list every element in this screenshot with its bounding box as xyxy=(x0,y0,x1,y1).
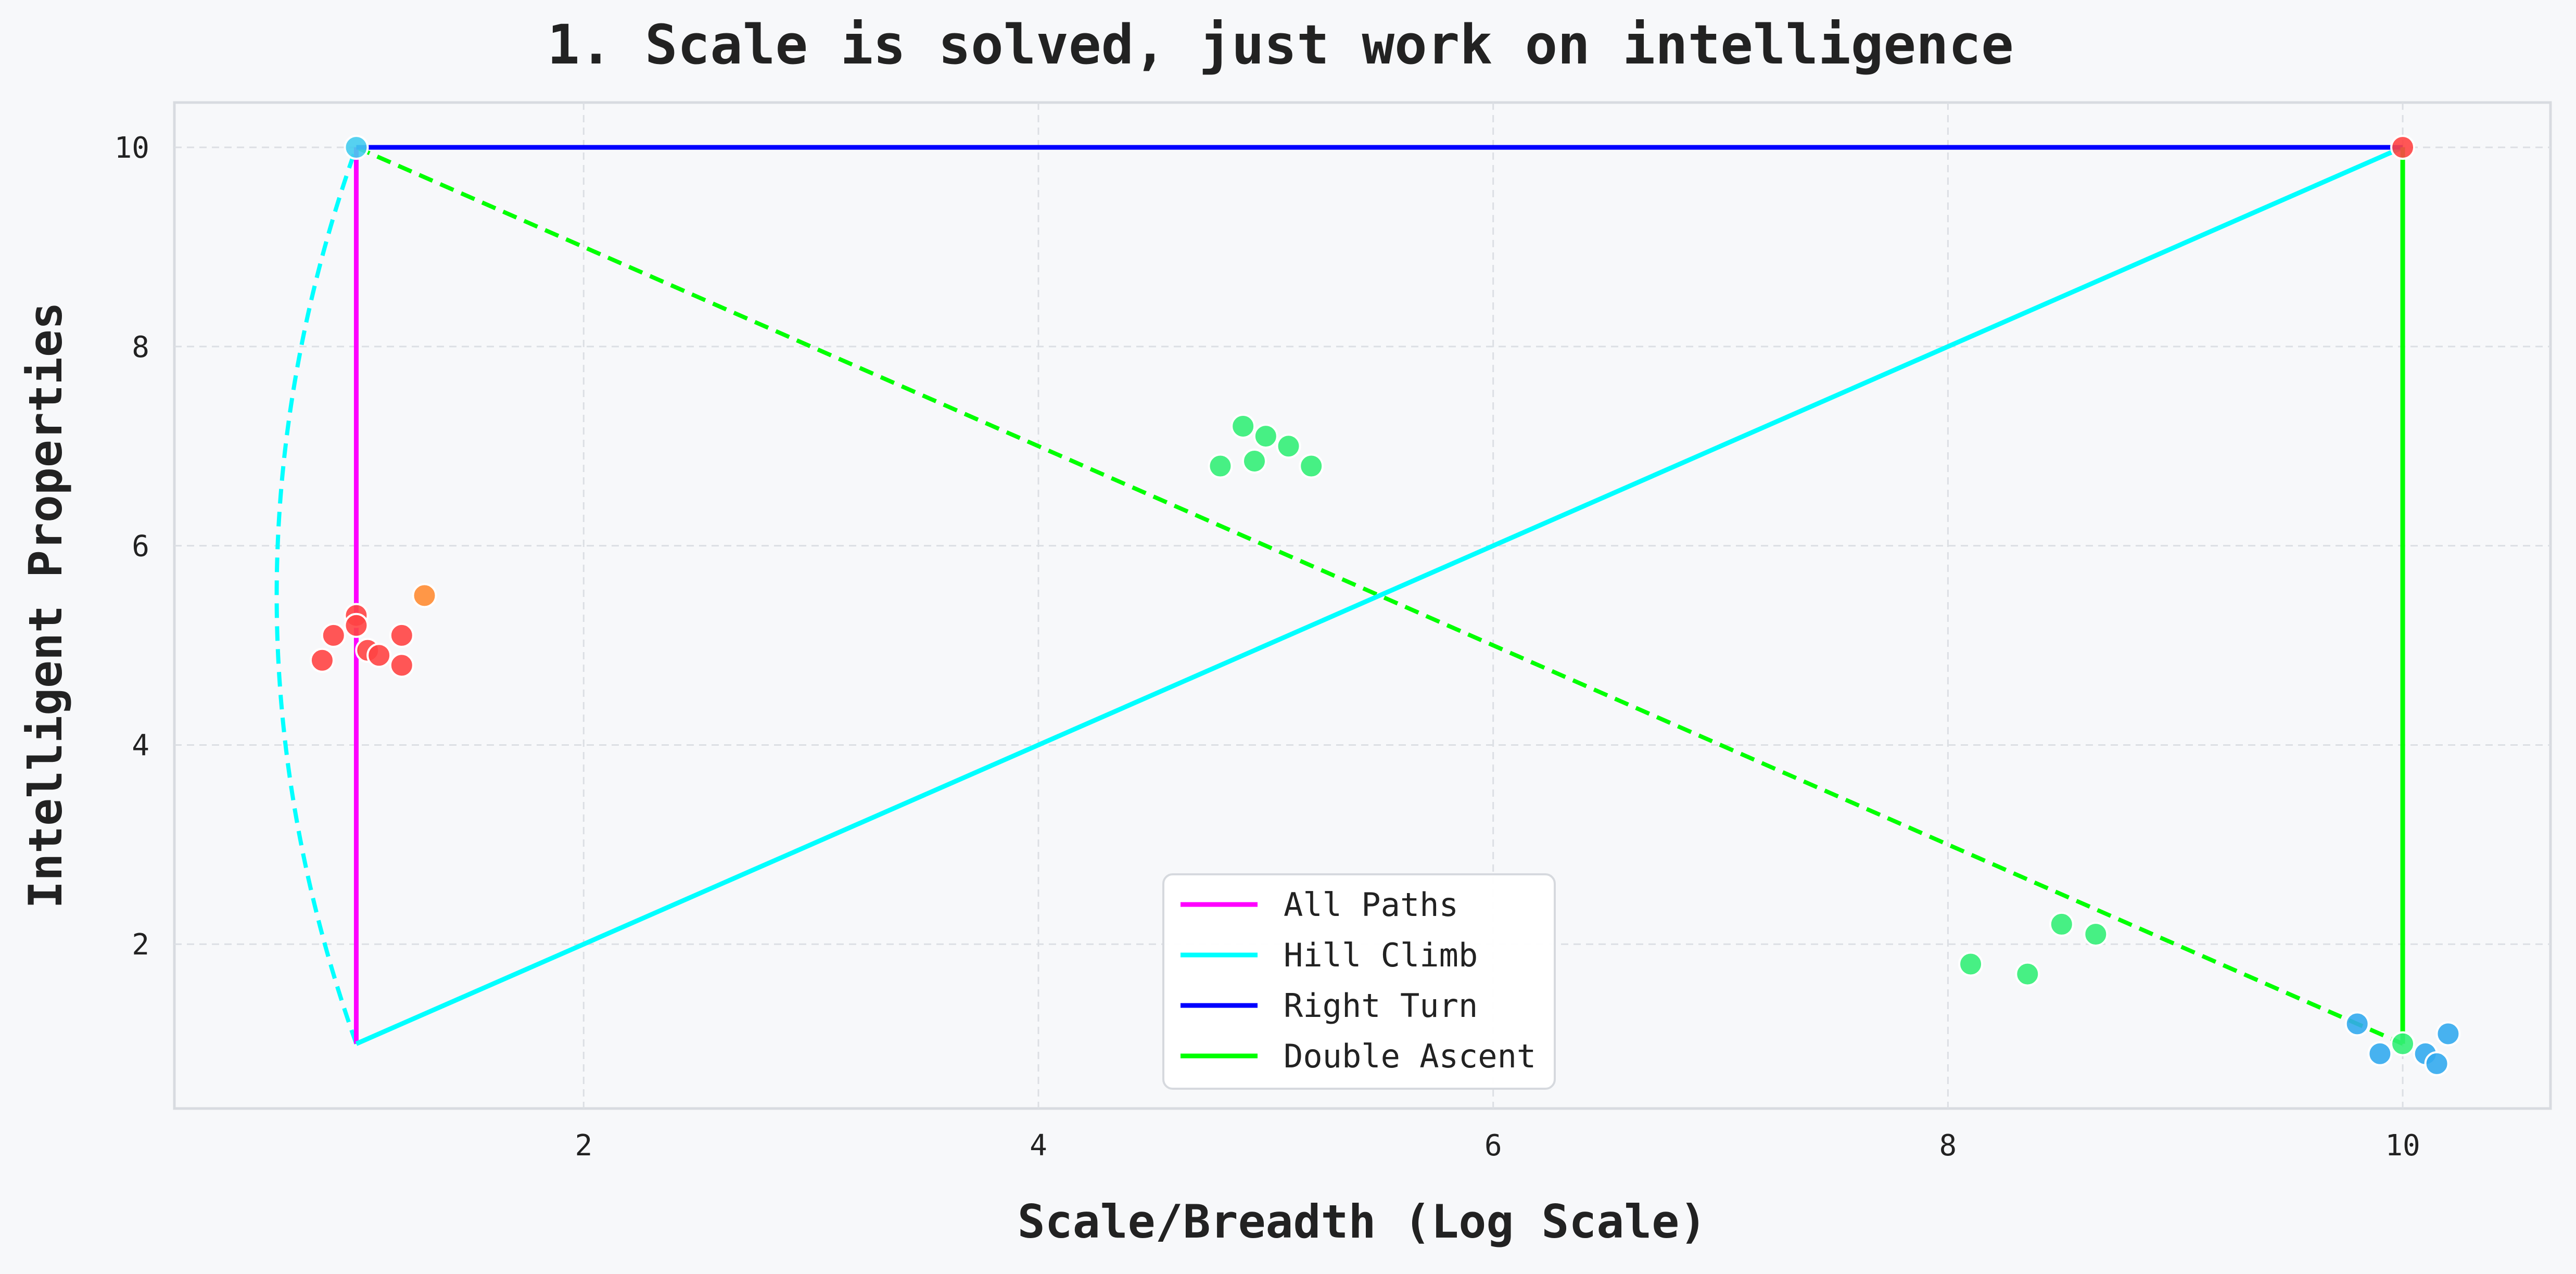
x-tick-label: 2 xyxy=(575,1129,592,1163)
scatter-point xyxy=(1208,453,1233,479)
scatter-point xyxy=(321,622,346,648)
legend-label-all-paths: All Paths xyxy=(1284,886,1458,924)
dashed-arc-path xyxy=(274,146,359,1044)
scatter-point xyxy=(344,135,369,160)
scatter-point xyxy=(412,583,437,608)
y-tick-label: 4 xyxy=(132,729,149,762)
y-tick-label: 8 xyxy=(132,330,149,364)
legend: All Paths Hill Climb Right Turn Double Asce… xyxy=(1162,873,1556,1090)
x-axis-label: Scale/Breadth (Log Scale) xyxy=(1018,1195,1707,1248)
x-tick-label: 8 xyxy=(1939,1129,1957,1163)
scatter-point xyxy=(2344,1011,2370,1037)
scatter-point xyxy=(2083,922,2109,947)
scatter-point xyxy=(2390,1031,2416,1056)
legend-label-right-turn: Right Turn xyxy=(1284,987,1478,1025)
y-tick-label: 2 xyxy=(132,928,149,962)
scatter-point xyxy=(1299,453,1324,479)
scatter-point xyxy=(2049,911,2074,937)
scatter-point xyxy=(366,643,392,668)
legend-label-hill-climb: Hill Climb xyxy=(1284,936,1478,974)
scatter-point xyxy=(309,647,335,673)
scatter-point xyxy=(1230,414,1256,439)
y-tick-label: 10 xyxy=(115,131,149,165)
scatter-point xyxy=(2367,1041,2393,1066)
y-axis-label: Intelligent Properties xyxy=(19,302,72,909)
x-tick-label: 4 xyxy=(1030,1129,1047,1163)
dashed-paths xyxy=(274,145,2404,1046)
hill-climb-line xyxy=(355,145,2404,1046)
x-tick-label: 10 xyxy=(2385,1129,2420,1163)
scatter-point xyxy=(344,613,369,638)
scatter-point xyxy=(1253,424,1278,449)
legend-label-double-ascent: Double Ascent xyxy=(1284,1037,1536,1075)
scatter-points xyxy=(309,135,2461,1076)
dashed-diagonal-path xyxy=(355,145,2404,1046)
tick-labels: 2 4 6 8 10 2 4 6 8 10 xyxy=(115,131,2420,1163)
x-tick-label: 6 xyxy=(1484,1129,1502,1163)
scatter-point xyxy=(389,622,414,648)
y-tick-label: 6 xyxy=(132,530,149,564)
scatter-point xyxy=(1958,951,1984,977)
scatter-point xyxy=(389,653,414,678)
path-lines xyxy=(353,145,2405,1046)
scatter-point xyxy=(1242,448,1267,474)
scatter-point xyxy=(2435,1021,2461,1047)
legend-box xyxy=(1162,873,1556,1090)
scatter-point xyxy=(1276,434,1301,459)
scatter-point xyxy=(2424,1051,2450,1076)
scatter-point xyxy=(2390,135,2416,160)
chart-title: 1. Scale is solved, just work on intelli… xyxy=(547,13,2014,77)
scatter-point xyxy=(2015,961,2040,987)
